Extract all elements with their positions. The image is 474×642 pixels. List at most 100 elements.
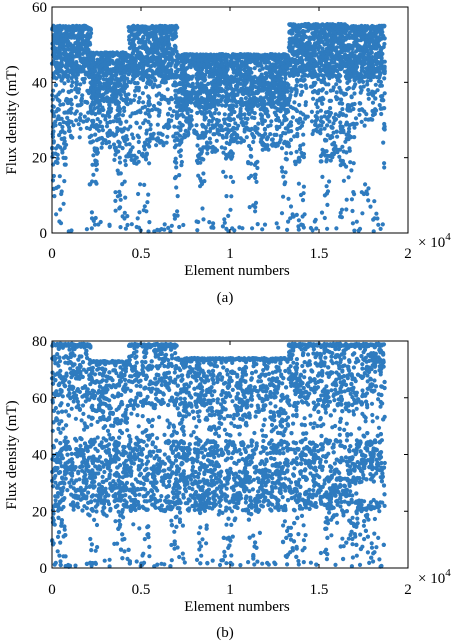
data-point	[91, 120, 96, 125]
data-point	[114, 60, 119, 65]
data-point	[249, 80, 254, 85]
data-point	[328, 88, 333, 93]
data-point	[297, 159, 302, 164]
data-point	[264, 65, 269, 71]
data-point	[366, 51, 371, 56]
data-point	[198, 176, 203, 181]
data-point	[185, 73, 190, 78]
data-point	[378, 226, 383, 231]
data-point	[82, 114, 87, 119]
data-point	[379, 83, 384, 88]
data-point	[229, 86, 234, 91]
data-point	[97, 102, 103, 107]
data-point	[157, 108, 162, 113]
data-point	[254, 79, 259, 84]
data-point	[213, 90, 218, 95]
data-point	[183, 95, 188, 100]
data-point	[67, 70, 72, 75]
data-point	[349, 197, 354, 202]
data-point	[226, 154, 231, 159]
data-point	[254, 89, 259, 94]
data-point	[273, 90, 278, 95]
data-point	[136, 139, 141, 145]
data-point	[337, 154, 342, 159]
data-point	[126, 63, 132, 68]
data-point	[237, 225, 242, 230]
data-point	[106, 70, 111, 75]
data-point	[370, 89, 375, 94]
data-point	[113, 148, 118, 153]
data-point	[129, 59, 134, 65]
data-point	[300, 45, 305, 51]
data-point	[174, 82, 180, 87]
data-point	[249, 107, 254, 112]
data-point	[195, 228, 200, 233]
data-point	[371, 217, 376, 222]
data-point	[204, 59, 209, 64]
data-point	[118, 92, 123, 98]
data-point	[314, 33, 319, 38]
data-point	[306, 65, 311, 71]
data-point	[250, 131, 255, 137]
data-point	[296, 227, 301, 232]
data-point	[294, 108, 300, 114]
data-point	[184, 100, 189, 105]
data-point	[325, 189, 331, 194]
data-point	[140, 91, 145, 96]
data-point	[120, 146, 125, 151]
data-point	[98, 219, 103, 225]
data-point	[113, 94, 118, 99]
data-point	[296, 155, 301, 160]
data-point	[58, 102, 63, 107]
data-point	[264, 91, 269, 96]
data-point	[342, 69, 347, 74]
data-point	[260, 86, 265, 91]
data-point	[294, 212, 299, 217]
data-point	[180, 72, 185, 77]
data-point	[141, 34, 146, 39]
data-point	[123, 195, 128, 200]
data-point	[303, 34, 309, 40]
data-point	[84, 47, 89, 52]
data-point	[57, 121, 63, 127]
data-point	[187, 125, 192, 130]
data-point	[252, 74, 257, 79]
data-point	[269, 103, 275, 108]
data-point	[76, 103, 81, 108]
data-point	[212, 146, 218, 151]
data-point	[88, 57, 93, 63]
data-point	[295, 79, 300, 84]
data-point	[146, 112, 151, 117]
data-point	[310, 90, 316, 95]
data-point	[302, 73, 307, 78]
data-point	[350, 46, 355, 52]
data-point	[166, 55, 171, 60]
data-point	[140, 69, 146, 75]
data-point	[59, 43, 64, 48]
data-point	[314, 226, 319, 231]
data-point	[283, 76, 288, 81]
data-point	[99, 145, 104, 150]
data-point	[186, 116, 191, 121]
data-point	[59, 136, 64, 141]
data-point	[289, 28, 294, 33]
data-point	[177, 138, 183, 143]
data-point	[374, 37, 379, 42]
data-point	[122, 108, 127, 113]
data-point	[97, 60, 102, 65]
data-point	[310, 75, 315, 80]
data-point	[348, 160, 353, 165]
data-point	[318, 35, 324, 41]
data-point	[252, 172, 258, 177]
data-point	[117, 155, 122, 160]
data-point	[353, 116, 359, 121]
data-point	[59, 78, 64, 83]
data-point	[203, 115, 208, 120]
data-point	[316, 77, 321, 82]
data-point	[364, 73, 369, 78]
data-point	[344, 207, 349, 212]
data-point	[68, 60, 73, 65]
data-point	[67, 110, 72, 115]
data-point	[374, 55, 379, 61]
data-point	[57, 219, 62, 224]
